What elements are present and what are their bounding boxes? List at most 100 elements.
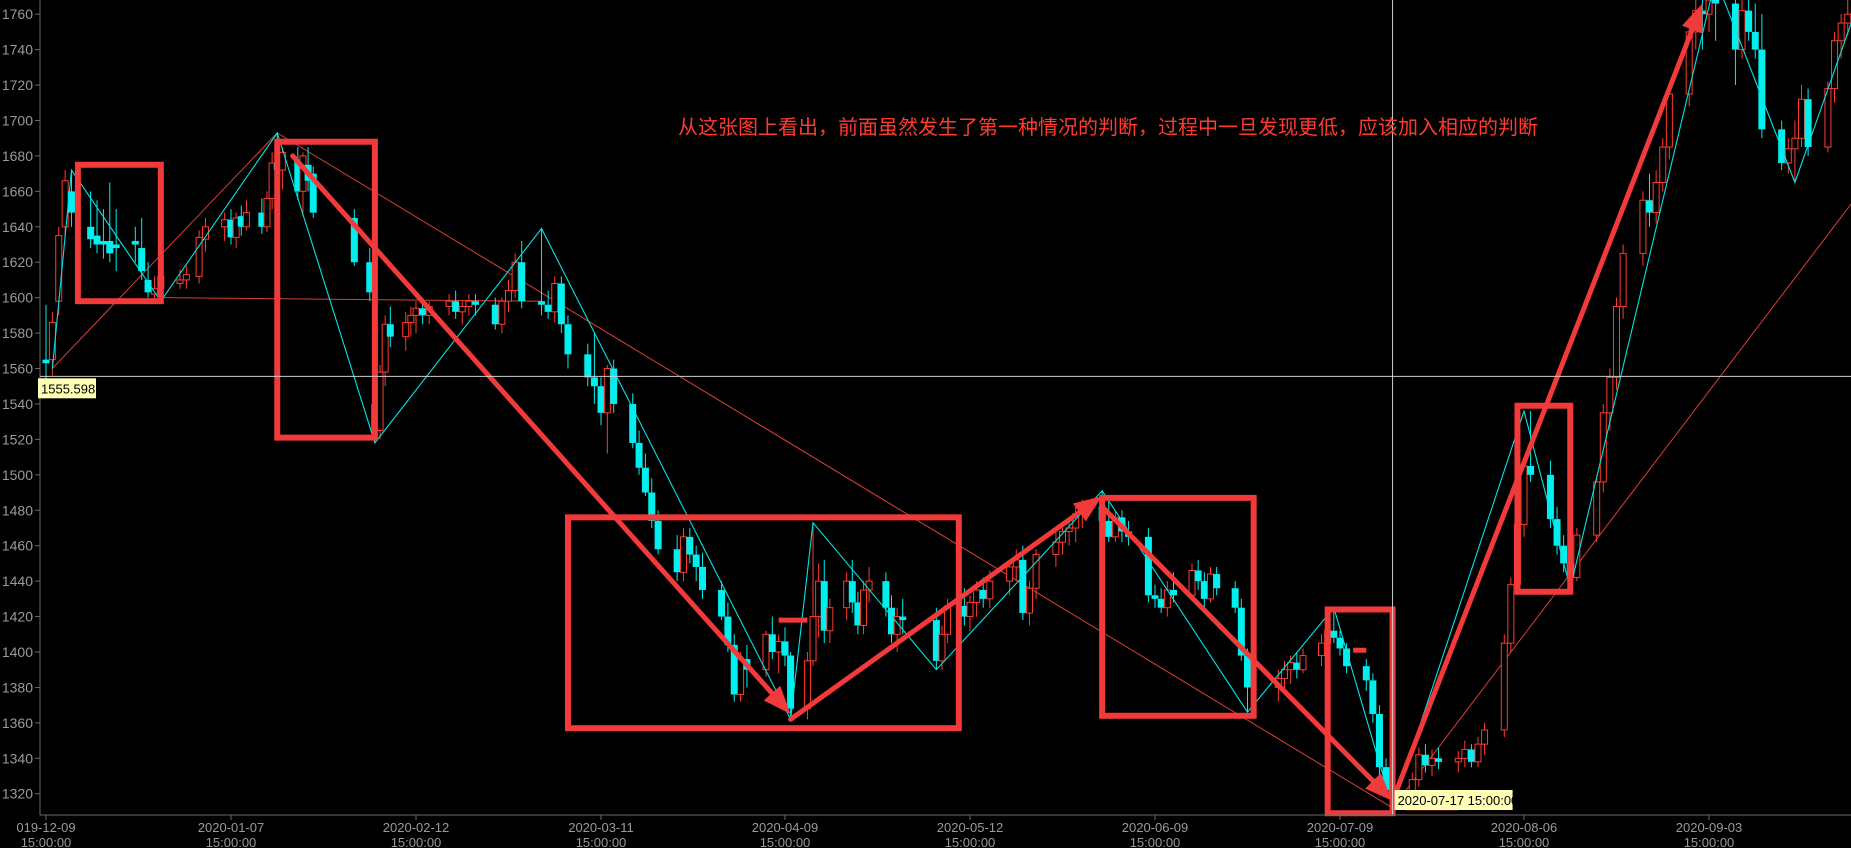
y-tick-label: 1380: [2, 679, 33, 695]
candle-body-down: [1712, 0, 1720, 4]
candle-body-up: [1784, 148, 1792, 164]
y-tick-label: 1540: [2, 396, 33, 412]
candle-body-down: [635, 442, 643, 468]
candle-body-up: [1738, 10, 1746, 51]
candle-body-down: [1144, 536, 1152, 596]
candle-body-up: [1613, 306, 1620, 378]
candle-body-up: [1281, 669, 1288, 680]
candle-body-up: [815, 580, 823, 618]
candle-body-down: [1804, 99, 1812, 148]
candle-body-down: [1751, 31, 1759, 50]
x-tick-label: 2020-04-09: [752, 820, 819, 835]
y-tick-label: 1520: [2, 431, 33, 447]
candle-body-down: [1293, 662, 1301, 670]
candle-body-down: [144, 279, 152, 293]
candle-body-up: [762, 633, 770, 671]
candle-body-up: [1454, 757, 1462, 763]
candle-body-down: [1553, 519, 1561, 546]
candle-body-up: [1652, 181, 1660, 214]
candle-body-down: [848, 581, 856, 603]
candle-body-down: [686, 536, 694, 555]
candle-body-down: [673, 549, 681, 573]
candle-body-up: [1665, 93, 1673, 148]
candle-body-down: [131, 240, 139, 245]
candle-body-down: [1336, 637, 1344, 649]
candle-body-up: [551, 282, 559, 313]
candle-body-down: [93, 235, 101, 245]
candle-body-up: [679, 536, 687, 573]
candle-body-down: [979, 589, 987, 599]
candle-body-up: [232, 217, 240, 238]
candle-body-down: [1151, 595, 1159, 599]
candle-body-up: [938, 633, 946, 662]
candle-body-down: [138, 248, 146, 272]
candle-body-up: [1474, 743, 1482, 763]
candle-body-up: [966, 601, 974, 618]
candle-body-up: [381, 323, 389, 373]
y-tick-label: 1420: [2, 609, 33, 625]
candle-body-down: [610, 368, 618, 404]
candle-body-down: [1200, 581, 1208, 599]
candle-body-down: [564, 324, 572, 355]
candle-body-down: [629, 403, 637, 443]
trend-line: [1392, 203, 1851, 809]
candle-body-up: [1415, 754, 1423, 781]
candle-body-down: [768, 634, 776, 652]
candle-body-up: [973, 589, 981, 603]
candle-body-up: [1606, 376, 1614, 414]
candle-body-up: [826, 607, 834, 632]
x-tick-label: 019-12-09: [16, 820, 75, 835]
y-tick-label: 1320: [2, 786, 33, 802]
x-tick-time: 15:00:00: [576, 835, 627, 848]
candle-body-down: [1157, 598, 1165, 608]
candle-body-up: [1824, 88, 1832, 148]
candle-body-up: [458, 306, 466, 313]
candle-body-down: [932, 620, 940, 661]
candle-body-down: [1105, 520, 1113, 537]
candle-body-down: [1382, 767, 1390, 791]
candle-body-down: [106, 240, 114, 254]
x-tick-label: 2020-01-07: [198, 820, 265, 835]
candle-body-down: [888, 607, 896, 635]
candle-body-up: [505, 290, 512, 302]
y-tick-label: 1640: [2, 219, 33, 235]
candle-body-down: [419, 308, 427, 316]
y-tick-label: 1480: [2, 502, 33, 518]
arrow-shaft: [1390, 27, 1695, 804]
x-tick-time: 15:00:00: [945, 835, 996, 848]
trend-line: [52, 132, 278, 369]
markup-box: [1099, 494, 1257, 719]
candle-body-up: [465, 300, 473, 308]
candle-body-down: [1435, 758, 1443, 762]
x-tick-label: 2020-02-12: [383, 820, 450, 835]
crosshair-price-label-bg: [38, 378, 96, 399]
x-tick-time: 15:00:00: [1499, 835, 1550, 848]
candle-body-up: [412, 307, 420, 316]
candle-body-down: [960, 605, 968, 617]
candle-body-down: [1194, 570, 1202, 582]
y-tick-label: 1660: [2, 183, 33, 199]
candle-body-up: [1207, 573, 1214, 600]
candle-body-down: [1231, 588, 1239, 608]
annotation-text: 从这张图上看出，前面虽然发生了第一种情况的判断，过程中一旦发现更低，应该加入相应…: [678, 115, 1538, 139]
candle-body-down: [1237, 607, 1245, 656]
candle-body-up: [737, 658, 745, 696]
candle-body-down: [1646, 200, 1654, 213]
zigzag-line: [51, 0, 1851, 810]
candle-body-up: [1507, 584, 1515, 644]
candle-body-up: [1573, 534, 1581, 579]
zigzag-path: [51, 0, 1851, 810]
candle-body-up: [55, 235, 63, 302]
candle-body-up: [1831, 40, 1839, 90]
candle-body-up: [1006, 566, 1014, 582]
candle-body-up: [809, 616, 817, 662]
y-tick-label: 1440: [2, 573, 33, 589]
candle-body-down: [68, 191, 76, 213]
candle-body-down: [1778, 129, 1786, 163]
y-tick-label: 1560: [2, 361, 33, 377]
candle-body-down: [42, 359, 50, 364]
y-tick-label: 1720: [2, 77, 33, 93]
candle-body-down: [237, 216, 245, 227]
candle-body-up: [1188, 570, 1196, 596]
